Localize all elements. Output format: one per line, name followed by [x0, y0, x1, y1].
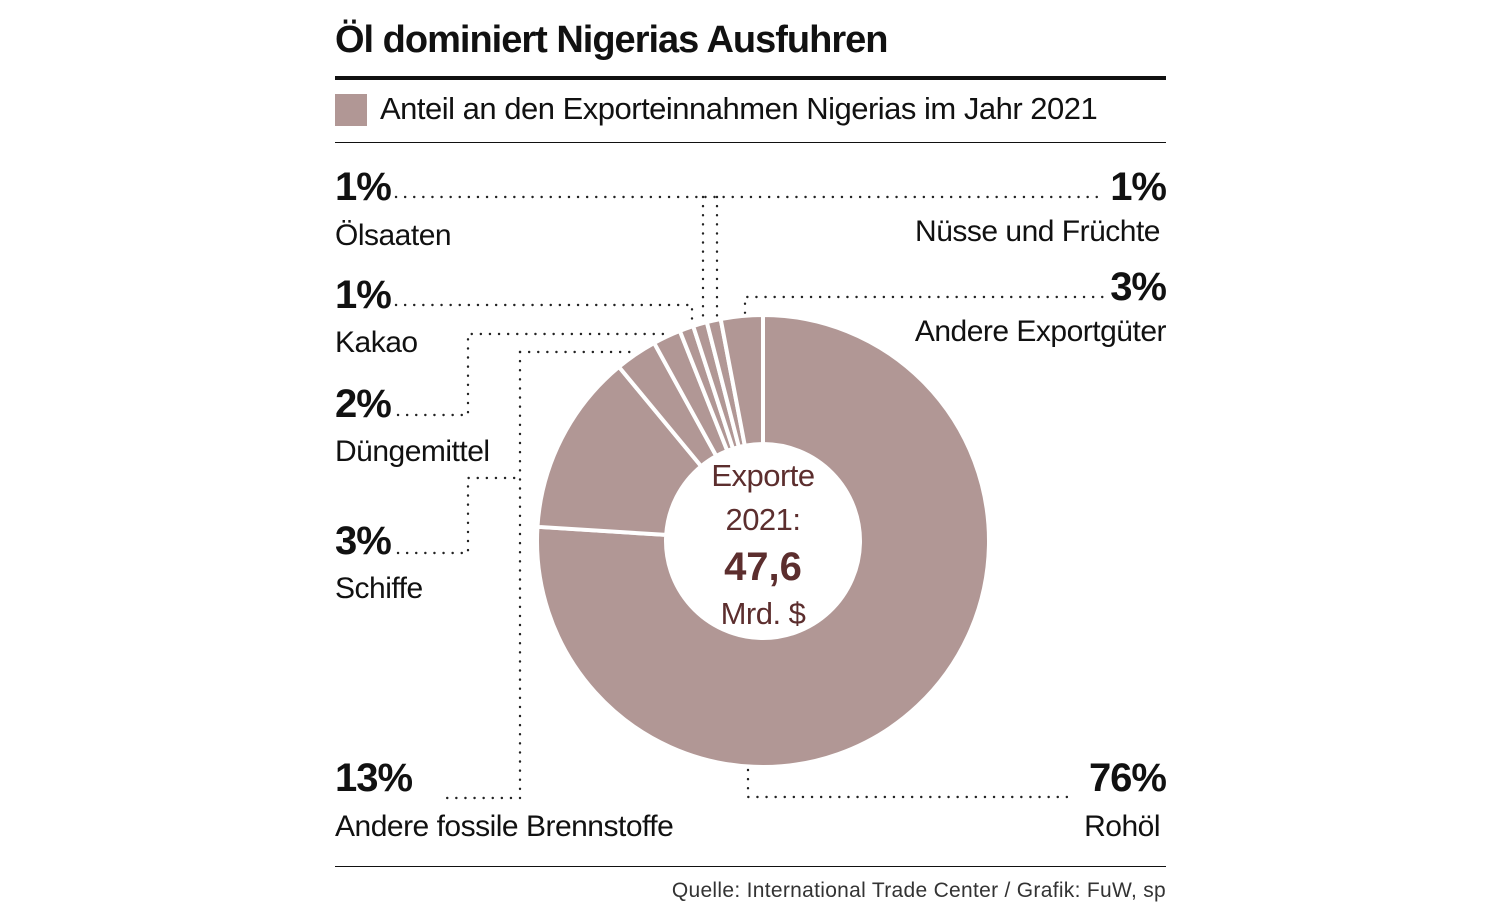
label-schiffe: Schiffe — [335, 572, 423, 605]
bottom-rule — [335, 866, 1166, 867]
leader-line-duengemittel — [396, 332, 674, 417]
source-note: Quelle: International Trade Center / Gra… — [671, 879, 1166, 902]
pct-duengemittel: 2% — [335, 382, 392, 426]
leader-line-schiffe — [396, 476, 524, 555]
legend-rule — [335, 142, 1166, 143]
chart-title: Öl dominiert Nigerias Ausfuhren — [335, 19, 888, 61]
leader-lines — [394, 195, 1106, 800]
donut-slices — [535, 313, 991, 769]
center-unit: Mrd. $ — [720, 596, 806, 631]
title-rule — [335, 76, 1166, 80]
center-line1: Exporte — [711, 458, 815, 493]
leader-line-andere — [743, 295, 1106, 324]
pct-nuesse: 1% — [1110, 165, 1167, 209]
leader-line-kakao — [394, 303, 694, 324]
label-rohoel: Rohöl — [1084, 810, 1160, 843]
pct-schiffe: 3% — [335, 519, 392, 563]
slice-rohöl — [535, 313, 991, 769]
pct-rohoel: 76% — [1088, 756, 1167, 800]
label-duengemittel: Düngemittel — [335, 435, 490, 468]
center-value: 47,6 — [724, 545, 802, 589]
pct-andere: 3% — [1110, 265, 1167, 309]
label-oelsaaten: Ölsaaten — [335, 219, 452, 252]
slice-andere-fossile-brennstoffe — [535, 364, 704, 537]
slice-andere-exportgüter — [718, 313, 765, 448]
pct-kakao: 1% — [335, 273, 392, 317]
label-fossile: Andere fossile Brennstoffe — [335, 810, 674, 843]
pct-oelsaaten: 1% — [335, 165, 392, 209]
label-andere: Andere Exportgüter — [914, 315, 1167, 348]
label-kakao: Kakao — [335, 326, 418, 359]
legend-label: Anteil an den Exporteinnahmen Nigerias i… — [380, 91, 1098, 126]
label-nuesse: Nüsse und Früchte — [915, 215, 1160, 248]
pct-fossile: 13% — [335, 756, 413, 800]
leader-line-fossile-drop — [438, 350, 522, 800]
center-line2: 2021: — [725, 502, 801, 537]
legend-swatch — [335, 94, 367, 126]
leader-line-rohoel — [746, 768, 1077, 799]
